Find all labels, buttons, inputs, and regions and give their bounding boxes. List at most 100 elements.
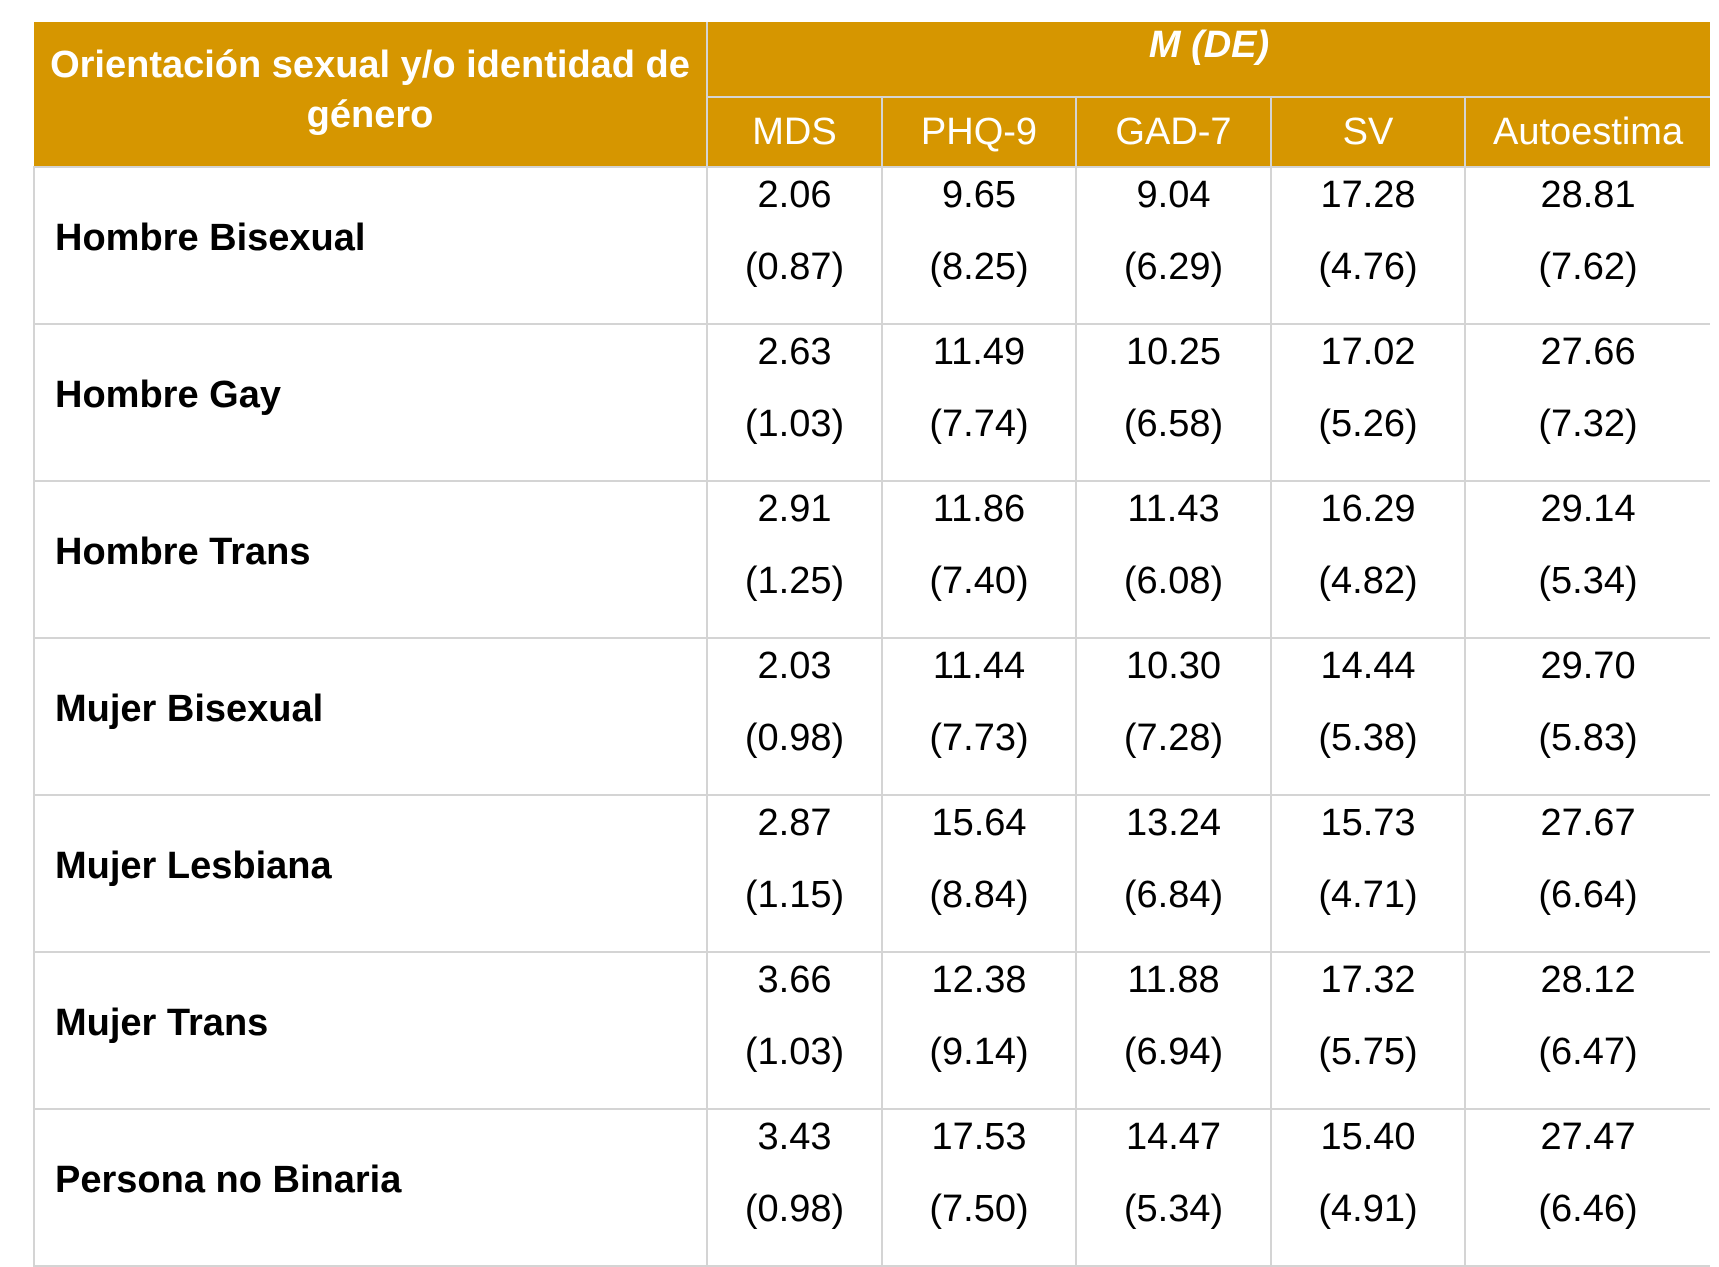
mean-value: 17.02 — [1320, 331, 1416, 373]
mean-value: 14.44 — [1320, 645, 1416, 687]
mean-value: 9.65 — [942, 174, 1016, 216]
mean-value: 29.70 — [1540, 645, 1636, 687]
mean-value: 2.87 — [757, 802, 832, 844]
mean-value: 13.24 — [1125, 802, 1222, 844]
sd-value: (0.98) — [744, 717, 845, 759]
cell-autoestima: 28.12 (6.47) — [1463, 951, 1711, 1110]
column-header-gad7: GAD-7 — [1075, 96, 1272, 168]
cell-autoestima: 28.81 (7.62) — [1463, 166, 1711, 325]
cell-gad7: 10.25 (6.58) — [1075, 323, 1272, 482]
sd-value: (1.25) — [744, 560, 845, 602]
mean-value: 9.04 — [1136, 174, 1211, 216]
table-body: Hombre Bisexual 2.06 (0.87) 9.65 (8.25) 9.04 (… — [33, 166, 1711, 1267]
page: Orientación sexual y/o identidad de géne… — [33, 22, 1711, 1267]
mean-value: 11.44 — [932, 645, 1026, 687]
cell-phq9: 9.65 (8.25) — [881, 166, 1077, 325]
mean-value: 29.14 — [1540, 488, 1636, 530]
sd-value: (7.74) — [929, 403, 1029, 445]
cell-sv: 15.73 (4.71) — [1270, 794, 1466, 953]
mean-value: 15.64 — [931, 802, 1027, 844]
cell-autoestima: 29.14 (5.34) — [1463, 480, 1711, 639]
column-header-sv: SV — [1270, 96, 1466, 168]
group-header: M (DE) — [705, 22, 1711, 98]
header-row-group: Orientación sexual y/o identidad de géne… — [34, 22, 1711, 168]
table-row: Persona no Binaria 3.43 (0.98) 17.53 (7.50) 1… — [33, 1108, 1711, 1267]
sd-value: (7.50) — [929, 1188, 1029, 1230]
cell-sv: 17.32 (5.75) — [1270, 951, 1466, 1110]
mean-value: 15.40 — [1320, 1116, 1416, 1158]
cell-phq9: 17.53 (7.50) — [881, 1108, 1077, 1267]
mean-value: 16.29 — [1320, 488, 1416, 530]
sd-value: (8.84) — [929, 874, 1029, 916]
cell-autoestima: 27.67 (6.64) — [1463, 794, 1711, 953]
sd-value: (6.94) — [1123, 1031, 1224, 1073]
mean-value: 11.86 — [932, 488, 1026, 530]
row-label: Mujer Bisexual — [33, 637, 708, 796]
column-header-mds: MDS — [706, 96, 883, 168]
mean-value: 28.12 — [1540, 959, 1636, 1001]
sd-value: (6.29) — [1123, 246, 1224, 288]
sd-value: (6.64) — [1538, 874, 1638, 916]
cell-gad7: 11.43 (6.08) — [1075, 480, 1272, 639]
table-row: Hombre Bisexual 2.06 (0.87) 9.65 (8.25) 9.04 (… — [33, 166, 1711, 325]
cell-mds: 2.91 (1.25) — [706, 480, 883, 639]
cell-phq9: 11.44 (7.73) — [881, 637, 1077, 796]
mean-value: 2.03 — [757, 645, 832, 687]
sd-value: (7.73) — [929, 717, 1029, 759]
mean-value: 14.47 — [1125, 1116, 1222, 1158]
cell-mds: 3.43 (0.98) — [706, 1108, 883, 1267]
mean-value: 10.25 — [1125, 331, 1222, 373]
sd-value: (6.58) — [1123, 403, 1224, 445]
cell-gad7: 14.47 (5.34) — [1075, 1108, 1272, 1267]
row-label: Mujer Lesbiana — [33, 794, 708, 953]
cell-sv: 17.02 (5.26) — [1270, 323, 1466, 482]
mean-value: 27.66 — [1540, 331, 1636, 373]
sd-value: (8.25) — [929, 246, 1029, 288]
cell-autoestima: 29.70 (5.83) — [1463, 637, 1711, 796]
column-header-autoestima: Autoestima — [1463, 96, 1711, 168]
mean-value: 11.43 — [1127, 488, 1220, 530]
cell-sv: 14.44 (5.38) — [1270, 637, 1466, 796]
sd-value: (5.75) — [1318, 1031, 1418, 1073]
sd-value: (7.40) — [929, 560, 1029, 602]
cell-mds: 2.03 (0.98) — [706, 637, 883, 796]
sd-value: (4.76) — [1318, 246, 1418, 288]
sd-value: (0.98) — [744, 1188, 845, 1230]
sd-value: (7.28) — [1123, 717, 1224, 759]
sd-value: (6.84) — [1123, 874, 1224, 916]
cell-gad7: 11.88 (6.94) — [1075, 951, 1272, 1110]
mean-value: 2.63 — [757, 331, 832, 373]
cell-autoestima: 27.47 (6.46) — [1463, 1108, 1711, 1267]
mean-value: 11.88 — [1127, 959, 1220, 1001]
mean-value: 2.06 — [757, 174, 832, 216]
table-row: Mujer Bisexual 2.03 (0.98) 11.44 (7.73) 10.30… — [33, 637, 1711, 796]
sd-value: (5.34) — [1123, 1188, 1224, 1230]
row-label: Hombre Trans — [33, 480, 708, 639]
mean-value: 3.66 — [757, 959, 832, 1001]
cell-gad7: 9.04 (6.29) — [1075, 166, 1272, 325]
sd-value: (4.82) — [1318, 560, 1418, 602]
sd-value: (0.87) — [744, 246, 845, 288]
sd-value: (5.83) — [1538, 717, 1638, 759]
row-label: Persona no Binaria — [33, 1108, 708, 1267]
mean-value: 12.38 — [931, 959, 1027, 1001]
cell-phq9: 15.64 (8.84) — [881, 794, 1077, 953]
mean-value: 10.30 — [1125, 645, 1222, 687]
cell-mds: 3.66 (1.03) — [706, 951, 883, 1110]
cell-phq9: 12.38 (9.14) — [881, 951, 1077, 1110]
sd-value: (7.62) — [1538, 246, 1638, 288]
sd-value: (1.03) — [744, 403, 845, 445]
cell-phq9: 11.86 (7.40) — [881, 480, 1077, 639]
header-row-columns: MDS PHQ-9 GAD-7 SV Autoestima — [34, 96, 1711, 168]
sd-value: (6.08) — [1123, 560, 1224, 602]
cell-sv: 16.29 (4.82) — [1270, 480, 1466, 639]
cell-mds: 2.06 (0.87) — [706, 166, 883, 325]
mean-value: 15.73 — [1320, 802, 1416, 844]
cell-phq9: 11.49 (7.74) — [881, 323, 1077, 482]
sd-value: (6.46) — [1538, 1188, 1638, 1230]
sd-value: (9.14) — [929, 1031, 1029, 1073]
sd-value: (4.91) — [1318, 1188, 1418, 1230]
sd-value: (7.32) — [1538, 403, 1638, 445]
cell-mds: 2.63 (1.03) — [706, 323, 883, 482]
mean-value: 17.32 — [1320, 959, 1416, 1001]
